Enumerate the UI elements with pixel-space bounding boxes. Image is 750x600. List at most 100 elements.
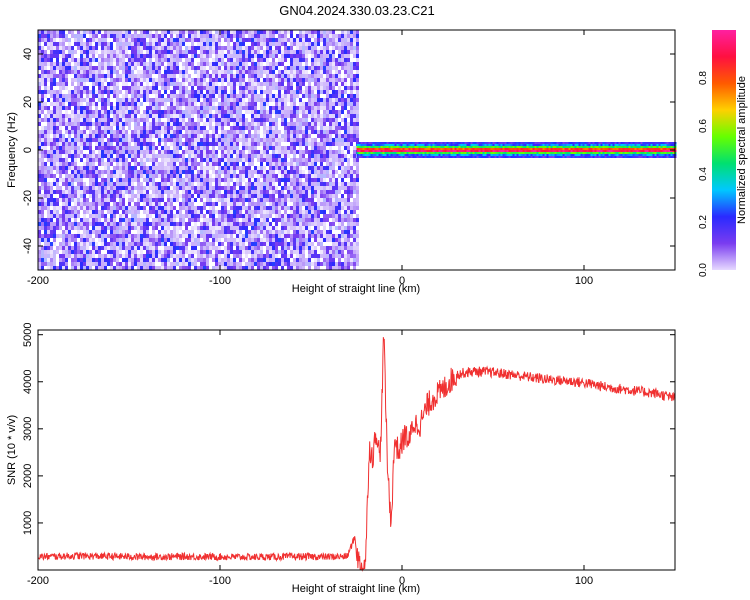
spectrogram-cell	[296, 238, 299, 242]
spectrogram-cell	[77, 242, 80, 246]
spectrogram-cell	[59, 218, 62, 222]
spectrogram-cell	[143, 154, 146, 158]
spectrogram-cell	[203, 238, 206, 242]
spectrogram-cell	[248, 58, 251, 62]
spectrogram-cell	[98, 74, 101, 78]
spectrogram-cell	[200, 234, 203, 238]
spectrogram-cell	[209, 150, 212, 154]
spectrogram-cell	[113, 78, 116, 82]
spectrogram-cell	[296, 218, 299, 222]
spectrogram-cell	[224, 130, 227, 134]
spectrogram-cell	[203, 158, 206, 162]
spectrogram-cell	[218, 186, 221, 190]
spectrogram-cell	[287, 50, 290, 54]
spectrogram-cell	[185, 150, 188, 154]
spectrogram-cell	[215, 162, 218, 166]
spectrogram-cell	[167, 250, 170, 254]
spectrogram-cell	[263, 218, 266, 222]
spectrogram-cell	[203, 102, 206, 106]
spectrogram-cell	[194, 158, 197, 162]
spectrogram-cell	[155, 162, 158, 166]
spectrogram-cell	[98, 94, 101, 98]
spectrogram-cell	[95, 214, 98, 218]
spectrogram-cell	[125, 226, 128, 230]
spectrogram-cell	[209, 206, 212, 210]
spectrogram-cell	[128, 138, 131, 142]
spectrogram-cell	[101, 42, 104, 46]
spectrogram-cell	[305, 214, 308, 218]
spectrogram-cell	[89, 174, 92, 178]
spectrogram-cell	[227, 94, 230, 98]
spectrogram-cell	[266, 254, 269, 258]
spectrogram-cell	[62, 58, 65, 62]
spectrogram-cell	[146, 138, 149, 142]
spectrogram-cell	[53, 50, 56, 54]
spectrogram-cell	[194, 222, 197, 226]
spectrogram-cell	[125, 122, 128, 126]
spectrogram-cell	[299, 138, 302, 142]
spectrogram-cell	[251, 186, 254, 190]
spectrogram-cell	[293, 186, 296, 190]
spectrogram-cell	[47, 142, 50, 146]
spectrogram-cell	[74, 166, 77, 170]
spectrogram-cell	[287, 54, 290, 58]
spectrogram-cell	[236, 138, 239, 142]
spectrogram-cell	[278, 234, 281, 238]
spectrogram-cell	[59, 178, 62, 182]
spectrogram-cell	[182, 102, 185, 106]
spectrogram-cell	[38, 150, 41, 154]
spectrogram-cell	[101, 154, 104, 158]
spectrogram-cell	[44, 90, 47, 94]
spectrogram-cell	[314, 54, 317, 58]
spectrogram-cell	[212, 118, 215, 122]
spectrogram-cell	[311, 182, 314, 186]
spectrogram-cell	[194, 210, 197, 214]
spectrogram-cell	[110, 242, 113, 246]
spectrogram-cell	[59, 54, 62, 58]
spectrogram-cell	[260, 138, 263, 142]
spectrogram-cell	[188, 250, 191, 254]
spectrogram-cell	[89, 170, 92, 174]
spectrogram-cell	[68, 214, 71, 218]
spectrogram-cell	[92, 214, 95, 218]
spectrogram-cell	[80, 46, 83, 50]
spectrogram-cell	[239, 118, 242, 122]
spectrogram-cell	[278, 262, 281, 266]
spectrogram-cell	[95, 58, 98, 62]
spectrogram-cell	[173, 218, 176, 222]
spectrogram-cell	[158, 206, 161, 210]
spectrogram-cell	[101, 122, 104, 126]
spectrogram-cell	[122, 106, 125, 110]
spectrogram-cell	[251, 126, 254, 130]
spectrogram-cell	[311, 158, 314, 162]
spectrogram-cell	[158, 110, 161, 114]
spectrogram-cell	[59, 162, 62, 166]
spectrogram-cell	[314, 94, 317, 98]
spectrogram-cell	[86, 166, 89, 170]
spectrogram-cell	[116, 154, 119, 158]
spectrogram-cell	[47, 114, 50, 118]
spectrogram-cell	[272, 70, 275, 74]
spectrogram-cell	[263, 54, 266, 58]
spectrogram-cell	[212, 162, 215, 166]
spectrogram-cell	[56, 154, 59, 158]
spectrogram-cell	[212, 158, 215, 162]
spectrogram-cell	[134, 222, 137, 226]
spectrogram-cell	[302, 134, 305, 138]
spectrogram-cell	[302, 126, 305, 130]
spectrogram-cell	[65, 246, 68, 250]
spectrogram-cell	[125, 250, 128, 254]
spectrogram-cell	[161, 126, 164, 130]
spectrogram-cell	[128, 90, 131, 94]
spectrogram-cell	[101, 254, 104, 258]
spectrogram-cell	[311, 146, 314, 150]
spectrogram-cell	[188, 158, 191, 162]
spectrogram-cell	[98, 250, 101, 254]
spectrogram-cell	[116, 54, 119, 58]
spectrogram-cell	[185, 178, 188, 182]
spectrogram-cell	[98, 238, 101, 242]
spectrogram-cell	[200, 46, 203, 50]
spectrogram-cell	[251, 142, 254, 146]
spectrogram-cell	[191, 154, 194, 158]
spectrogram-cell	[110, 142, 113, 146]
